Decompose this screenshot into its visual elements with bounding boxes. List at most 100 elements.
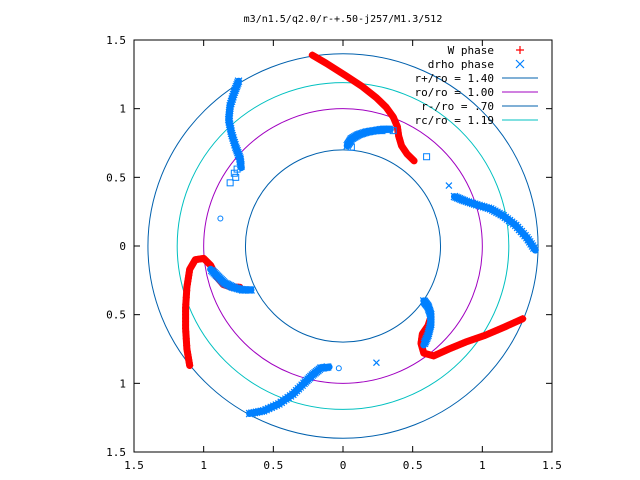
data-point (490, 207, 499, 216)
data-point (322, 363, 331, 372)
data-point (488, 329, 496, 337)
x-tick-label: 0.5 (263, 459, 283, 472)
data-point (445, 182, 453, 189)
legend-label: W phase (448, 44, 494, 57)
data-series (182, 51, 539, 418)
data-point (507, 320, 515, 328)
x-tick-label: 1 (200, 459, 207, 472)
data-point (264, 404, 273, 413)
data-point (408, 155, 416, 163)
x-tick-label: 0 (340, 459, 347, 472)
data-point (493, 208, 501, 217)
data-point (484, 330, 492, 338)
data-point (491, 327, 499, 335)
data-point (381, 125, 390, 134)
data-point (390, 115, 398, 123)
data-point (245, 409, 254, 418)
axis-ticks: 1.5 1 0.5 0 0.5 1 1.51.510.500.511.5 (106, 34, 562, 472)
data-point (229, 136, 238, 145)
legend-label: r-/ro = .70 (421, 100, 494, 113)
data-point (504, 322, 512, 330)
data-point (252, 408, 261, 417)
data-point (377, 98, 385, 106)
legend-label: ro/ro = 1.00 (415, 86, 494, 99)
series-drho-phase (207, 77, 539, 418)
x-tick-label: 1.5 (124, 459, 144, 472)
data-point (460, 196, 469, 205)
data-point (389, 127, 397, 135)
radius-circle (147, 53, 539, 439)
data-point (320, 363, 329, 372)
data-point (477, 202, 486, 211)
data-point (354, 130, 363, 139)
data-point (228, 131, 237, 140)
data-point (423, 153, 431, 161)
chart-title: m3/n1.5/q2.0/r-+.50-j257/M1.3/512 (244, 14, 443, 25)
data-point (357, 129, 366, 138)
data-point (207, 266, 216, 275)
x-tick-label: 1 (479, 459, 486, 472)
y-tick-label: 1 (119, 377, 126, 390)
data-point (233, 165, 241, 173)
data-point (510, 319, 518, 327)
data-point (228, 95, 237, 103)
legend-label: r+/ro = 1.40 (415, 72, 494, 85)
legend-label: drho phase (428, 58, 494, 71)
data-point (478, 332, 486, 340)
data-point (529, 244, 538, 252)
data-point (217, 215, 224, 222)
data-point (481, 331, 489, 339)
data-point (464, 198, 473, 206)
data-point (237, 162, 245, 171)
legend-label: rc/ro = 1.19 (415, 114, 494, 127)
data-point (335, 365, 342, 372)
y-tick-label: 1.5 (106, 446, 126, 459)
data-point (227, 129, 236, 138)
data-point (376, 97, 384, 105)
data-point (497, 324, 505, 332)
data-point (229, 134, 237, 142)
y-tick-label: 0 (119, 240, 126, 253)
data-point (240, 286, 248, 294)
data-point (248, 409, 256, 418)
data-point (516, 316, 524, 324)
data-point (494, 326, 502, 334)
data-point (465, 337, 473, 345)
data-point (479, 202, 488, 211)
data-point (409, 156, 417, 164)
data-point (255, 407, 263, 416)
data-point (227, 97, 236, 106)
reference-circles (147, 53, 539, 439)
data-point (257, 407, 266, 416)
data-point (392, 119, 400, 127)
data-point (468, 336, 476, 344)
y-tick-label: 0.5 (106, 171, 126, 184)
data-point (372, 94, 380, 102)
data-point (262, 405, 271, 414)
data-point (391, 116, 399, 124)
data-point (462, 197, 471, 206)
data-point (232, 173, 240, 181)
x-tick-label: 0.5 (403, 459, 423, 472)
data-point (470, 200, 479, 209)
data-point (421, 337, 430, 346)
data-point (230, 138, 239, 147)
data-point (471, 335, 479, 343)
data-point (475, 201, 484, 210)
data-point (226, 179, 234, 187)
y-tick-label: 1.5 (106, 34, 126, 47)
y-tick-label: 1 (119, 103, 126, 116)
radius-circle (203, 108, 483, 384)
radius-circle (176, 82, 510, 410)
series-band (308, 51, 418, 165)
data-point (420, 339, 429, 348)
data-point (374, 95, 382, 103)
data-point (385, 125, 394, 134)
y-tick-label: 0.5 (106, 309, 126, 322)
data-point (355, 130, 364, 139)
radius-circle (244, 149, 442, 343)
data-point (378, 127, 386, 135)
data-point (501, 323, 509, 331)
data-point (229, 92, 237, 101)
